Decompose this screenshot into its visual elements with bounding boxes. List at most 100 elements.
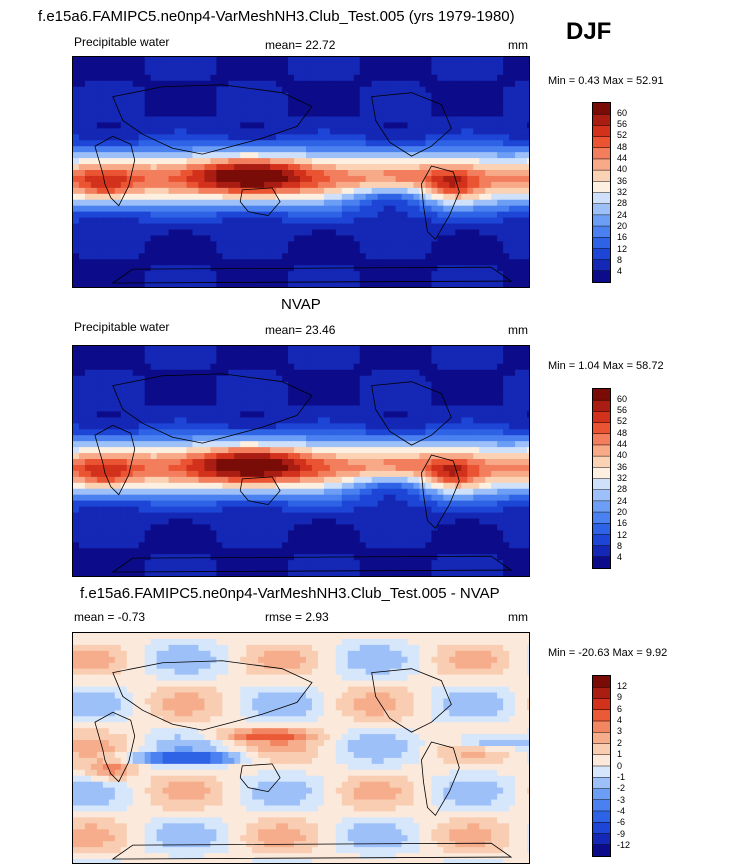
colorbar-tick-label: -4 [617, 806, 626, 816]
coastline [239, 187, 281, 217]
colorbar-tick-label: 8 [617, 540, 623, 551]
colorbar-swatch [593, 192, 610, 204]
colorbar-swatch [593, 822, 610, 834]
colorbar-swatch [593, 478, 610, 490]
colorbar-tick-label: 4 [617, 715, 623, 725]
colorbar-tick-label: 56 [617, 405, 628, 416]
colorbar-tick-label: 44 [617, 439, 628, 450]
panel1-colorbar [592, 102, 611, 283]
panel2-minmax: Min = 1.04 Max = 58.72 [548, 360, 664, 372]
coastline [421, 454, 460, 530]
colorbar-tick-label: 4 [617, 552, 623, 563]
colorbar-swatch [593, 467, 610, 479]
colorbar-swatch [593, 777, 610, 789]
colorbar-swatch [593, 270, 610, 282]
colorbar-tick-label: 16 [617, 232, 628, 243]
colorbar-tick-label: 6 [617, 703, 623, 714]
colorbar-tick-label: 28 [617, 198, 628, 209]
season-label: DJF [566, 18, 612, 45]
coastline [111, 266, 513, 284]
panel3-title: f.e15a6.FAMIPC5.ne0np4-VarMeshNH3.Club_T… [80, 585, 500, 602]
colorbar-tick-label: 4 [617, 266, 623, 277]
colorbar-tick-label: 1 [617, 749, 623, 760]
colorbar-swatch [593, 456, 610, 468]
colorbar-tick-label: -3 [617, 794, 626, 805]
panel2-mean-label: mean= 23.46 [265, 323, 336, 337]
panel3-units-label: mm [508, 610, 528, 624]
colorbar-swatch [593, 259, 610, 272]
colorbar-swatch [593, 114, 610, 126]
colorbar-tick-label: 48 [617, 141, 628, 152]
coastline [112, 84, 313, 155]
colorbar-swatch [593, 523, 610, 535]
colorbar-swatch [593, 811, 610, 823]
coastline [371, 92, 452, 157]
colorbar-swatch [593, 125, 610, 137]
colorbar-swatch [593, 226, 610, 238]
colorbar-tick-label: -1 [617, 771, 626, 782]
panel1-minmax: Min = 0.43 Max = 52.91 [548, 75, 664, 87]
colorbar-swatch [593, 556, 610, 568]
panel2-colorbar [592, 388, 611, 569]
panel1-mean-label: mean= 22.72 [265, 38, 336, 52]
colorbar-swatch [593, 444, 610, 457]
coastline [111, 842, 513, 860]
colorbar-tick-label: 52 [617, 416, 628, 427]
coastline [94, 711, 136, 783]
colorbar-swatch [593, 181, 610, 193]
colorbar-tick-label: 36 [617, 175, 628, 186]
colorbar-swatch [593, 799, 610, 812]
colorbar-tick-label: 9 [617, 692, 623, 703]
colorbar-swatch [593, 422, 610, 435]
colorbar-tick-label: -2 [617, 783, 626, 794]
colorbar-tick-label: 24 [617, 495, 628, 506]
panel2-units-label: mm [508, 323, 528, 337]
colorbar-tick-label: 56 [617, 119, 628, 130]
colorbar-swatch [593, 766, 610, 778]
coastline [239, 763, 281, 793]
coastline [94, 424, 136, 496]
coastline [421, 741, 460, 817]
panel2-map [72, 345, 530, 577]
colorbar-swatch [593, 389, 610, 401]
colorbar-swatch [593, 687, 610, 699]
colorbar-swatch [593, 676, 610, 688]
colorbar-swatch [593, 103, 610, 115]
colorbar-tick-label: 44 [617, 153, 628, 164]
colorbar-tick-label: 20 [617, 506, 628, 517]
colorbar-swatch [593, 743, 610, 756]
coastline [111, 555, 513, 573]
coastline [112, 660, 313, 731]
panel1-units-label: mm [508, 38, 528, 52]
panel3-map [72, 632, 530, 864]
colorbar-tick-label: 0 [617, 760, 623, 771]
colorbar-tick-label: 12 [617, 243, 628, 254]
colorbar-tick-label: 36 [617, 461, 628, 472]
colorbar-swatch [593, 500, 610, 513]
panel2-title: NVAP [281, 296, 321, 313]
colorbar-swatch [593, 136, 610, 149]
colorbar-swatch [593, 214, 610, 227]
panel1-variable-label: Precipitable water [74, 35, 170, 49]
panel3-colorbar [592, 675, 611, 857]
coastline [371, 668, 452, 733]
coastline [112, 373, 313, 444]
coastline [94, 135, 136, 207]
colorbar-tick-label: 28 [617, 484, 628, 495]
colorbar-tick-label: 12 [617, 680, 628, 691]
colorbar-swatch [593, 433, 610, 446]
colorbar-swatch [593, 721, 610, 733]
panel2-variable-label: Precipitable water [74, 320, 170, 334]
colorbar-swatch [593, 534, 610, 546]
coastline [371, 381, 452, 446]
colorbar-tick-label: 3 [617, 726, 623, 737]
colorbar-tick-label: 32 [617, 473, 628, 483]
colorbar-swatch [593, 158, 610, 171]
colorbar-swatch [593, 754, 610, 767]
coastline [239, 476, 281, 506]
colorbar-tick-label: 8 [617, 254, 623, 265]
main-title: f.e15a6.FAMIPC5.ne0np4-VarMeshNH3.Club_T… [38, 8, 515, 25]
colorbar-tick-label: 20 [617, 220, 628, 231]
panel3-rmse-label: rmse = 2.93 [265, 610, 329, 624]
panel3-minmax: Min = -20.63 Max = 9.92 [548, 647, 668, 659]
